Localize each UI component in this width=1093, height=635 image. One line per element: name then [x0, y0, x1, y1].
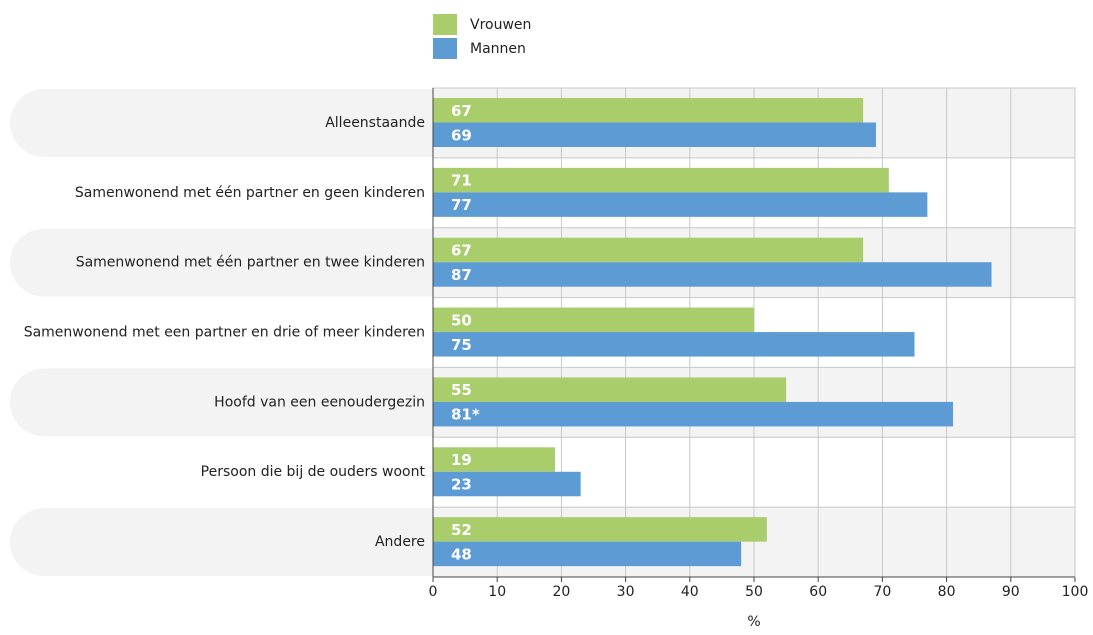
- bar: [433, 401, 954, 427]
- data-label: 69: [451, 126, 472, 144]
- y-tick-label: Samenwonend met één partner en geen kind…: [75, 185, 425, 201]
- x-tick-label: 30: [617, 584, 635, 600]
- label-pill: [10, 508, 470, 576]
- x-axis-label: %: [747, 614, 760, 630]
- data-label: 77: [451, 196, 472, 214]
- bar: [433, 332, 915, 357]
- legend-label: Vrouwen: [470, 17, 531, 33]
- data-label: 75: [451, 336, 472, 354]
- x-tick-label: 100: [1062, 584, 1089, 600]
- legend-swatch: [433, 14, 457, 35]
- bar: [433, 307, 754, 333]
- x-tick-label: 0: [429, 584, 438, 600]
- x-tick-label: 20: [552, 584, 570, 600]
- bar: [433, 167, 889, 193]
- label-pill: [10, 368, 470, 437]
- label-pill: [10, 228, 470, 297]
- y-tick-label: Samenwonend met een partner en drie of m…: [24, 325, 425, 341]
- x-tick-label: 80: [938, 584, 956, 600]
- y-tick-label: Alleenstaande: [325, 115, 425, 131]
- data-label: 67: [451, 102, 472, 120]
- bar: [433, 517, 767, 542]
- y-tick-label: Persoon die bij de ouders woont: [201, 464, 426, 480]
- bar: [433, 262, 992, 287]
- legend-swatch: [433, 38, 457, 59]
- bar: [433, 122, 876, 147]
- bar: [433, 377, 787, 402]
- y-tick-label: Hoofd van een eenoudergezin: [214, 394, 425, 410]
- data-label: 87: [451, 266, 472, 284]
- bar: [433, 447, 555, 472]
- data-label: 71: [451, 172, 472, 190]
- data-label: 48: [451, 545, 472, 563]
- y-tick-label: Andere: [375, 534, 425, 550]
- y-tick-label: Samenwonend met één partner en twee kind…: [76, 255, 425, 271]
- data-label: 23: [451, 476, 472, 494]
- bar: [433, 237, 864, 263]
- data-label: 55: [451, 381, 472, 399]
- x-tick-label: 10: [488, 584, 506, 600]
- x-tick-label: 70: [873, 584, 891, 600]
- x-tick-label: 50: [745, 584, 763, 600]
- x-tick-label: 40: [681, 584, 699, 600]
- legend-label: Mannen: [470, 41, 526, 57]
- label-pill: [10, 89, 470, 157]
- x-tick-label: 60: [809, 584, 827, 600]
- data-label: 19: [451, 451, 472, 469]
- bar: [433, 471, 581, 497]
- data-label: 81*: [451, 406, 480, 424]
- x-tick-label: 90: [1002, 584, 1020, 600]
- bar: [433, 98, 864, 123]
- data-label: 52: [451, 521, 472, 539]
- data-label: 50: [451, 311, 472, 329]
- bar: [433, 541, 742, 567]
- data-label: 67: [451, 241, 472, 259]
- bar: [433, 192, 928, 217]
